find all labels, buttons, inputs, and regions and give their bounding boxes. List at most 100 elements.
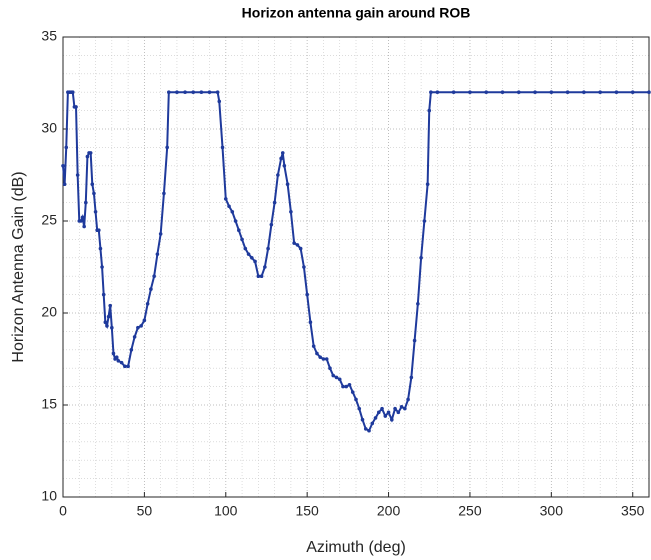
data-point (285, 182, 290, 186)
data-point (64, 145, 69, 150)
data-point (614, 90, 619, 94)
x-tick-label: 0 (59, 503, 67, 519)
data-point (105, 324, 109, 328)
data-point (250, 255, 254, 260)
plot-frame (62, 36, 650, 498)
data-point (100, 265, 104, 269)
data-point (318, 355, 322, 359)
data-point (305, 292, 309, 297)
data-point (152, 274, 156, 279)
data-point (516, 90, 521, 94)
data-point (630, 90, 635, 94)
data-point (123, 364, 127, 369)
data-point (101, 292, 106, 297)
data-point (331, 373, 336, 378)
data-point (227, 204, 231, 209)
data-point (183, 90, 187, 94)
data-point (90, 182, 95, 186)
data-point (403, 406, 407, 411)
data-point (62, 182, 67, 186)
data-point (598, 90, 602, 94)
data-point (354, 397, 358, 402)
data-point (468, 90, 472, 94)
data-point (243, 246, 248, 251)
data-point (237, 228, 241, 232)
data-point (289, 210, 293, 214)
data-point (380, 406, 384, 411)
y-tick-label: 35 (41, 28, 57, 44)
data-point (363, 427, 368, 431)
data-point (83, 200, 88, 205)
x-axis-label: Azimuth (deg) (306, 539, 406, 556)
data-point (360, 417, 365, 422)
x-tick-label: 350 (621, 503, 645, 519)
data-point (292, 241, 296, 245)
data-point (334, 375, 339, 380)
data-point (350, 390, 355, 394)
x-tick-label: 150 (295, 503, 319, 519)
data-point (116, 359, 121, 363)
data-point (406, 397, 410, 402)
data-point (259, 274, 264, 279)
data-point (215, 90, 220, 94)
data-point (344, 384, 349, 389)
x-tick-label: 250 (458, 503, 482, 519)
data-point (88, 151, 93, 155)
data-point (500, 90, 505, 94)
data-point (103, 320, 108, 325)
data-point (427, 108, 432, 113)
data-point (328, 366, 332, 371)
data-point (129, 348, 134, 352)
data-point (70, 90, 75, 94)
data-point (429, 90, 433, 94)
data-point (111, 351, 116, 356)
x-tick-label: 300 (540, 503, 564, 519)
data-point (269, 222, 274, 227)
data-point (549, 90, 554, 94)
data-point (79, 219, 83, 223)
y-tick-label: 15 (41, 396, 57, 412)
data-point (416, 302, 420, 306)
data-point (165, 145, 169, 150)
data-point (276, 173, 280, 177)
data-point (308, 320, 313, 325)
data-point (298, 246, 303, 251)
data-point (272, 200, 277, 205)
data-point (167, 90, 171, 94)
data-point (97, 228, 101, 232)
data-point (295, 243, 300, 247)
data-point (422, 219, 427, 223)
data-point (82, 224, 86, 229)
data-point (280, 151, 285, 155)
data-point (376, 410, 381, 415)
data-point (162, 191, 166, 196)
data-point (98, 246, 103, 251)
data-point (315, 351, 319, 356)
data-point (383, 414, 388, 418)
data-point (139, 324, 143, 328)
data-point (191, 90, 196, 94)
y-axis-label: Horizon Antenna Gain (dB) (10, 171, 27, 362)
data-point (647, 90, 651, 94)
data-point (256, 274, 261, 279)
data-point (341, 384, 345, 389)
data-point (132, 335, 137, 339)
data-point (217, 99, 222, 104)
data-point (253, 259, 257, 264)
data-point (74, 105, 78, 109)
data-point (302, 265, 306, 269)
data-point (337, 377, 342, 382)
data-point (373, 416, 378, 420)
data-point (80, 215, 85, 220)
data-point (367, 428, 371, 433)
data-point (390, 417, 394, 422)
data-point (233, 219, 238, 223)
data-point (119, 360, 124, 365)
data-point (240, 237, 244, 242)
y-tick-label: 25 (41, 212, 57, 228)
data-point (396, 410, 401, 415)
x-tick-label: 100 (214, 503, 238, 519)
chart-title: Horizon antenna gain around ROB (242, 5, 471, 21)
data-point (282, 164, 287, 168)
data-point (142, 318, 147, 323)
